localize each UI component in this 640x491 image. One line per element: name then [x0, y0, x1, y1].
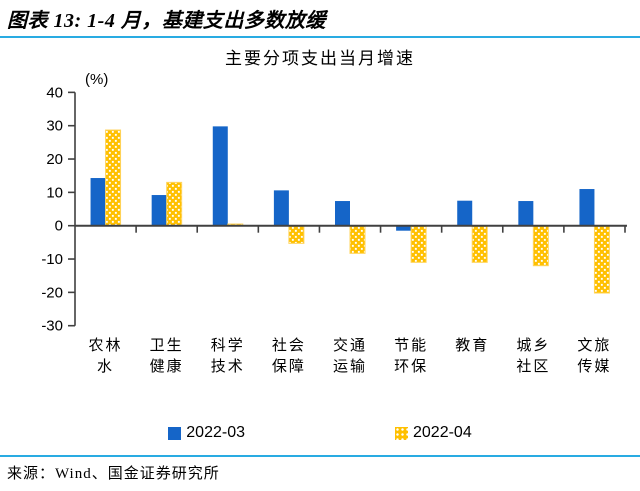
- bar-2022-03-教育: [457, 200, 473, 226]
- bar-2022-04-文旅传媒: [593, 225, 610, 294]
- x-label-科学技术: 科学 技术: [210, 338, 245, 375]
- source-note: 来源：Wind、国金证券研究所: [7, 466, 220, 482]
- legend-item-2022-04: 2022-04: [395, 424, 472, 442]
- y-tick-label: -10: [41, 251, 63, 268]
- bars-layer: [90, 126, 610, 294]
- x-label-城乡社区: 城乡 社区: [516, 338, 551, 375]
- legend-item-2022-03: 2022-03: [168, 424, 245, 442]
- legend-label-2022-03: 2022-03: [186, 424, 245, 441]
- y-axis-unit-label: (%): [85, 71, 109, 88]
- bar-2022-03-文旅传媒: [579, 189, 595, 226]
- bar-2022-04-农林水: [105, 129, 122, 227]
- footer-separator: [0, 455, 640, 457]
- bar-2022-03-交通运输: [335, 201, 350, 226]
- figure-header-title: 图表 13: 1-4 月，基建支出多数放缓: [7, 10, 326, 32]
- bar-2022-04-社会保障: [288, 225, 305, 244]
- chart-title: 主要分项支出当月增速: [225, 49, 415, 68]
- header-separator: [0, 36, 640, 38]
- x-label-教育: 教育: [455, 338, 490, 354]
- bar-2022-03-城乡社区: [518, 201, 534, 226]
- y-tick-label: 20: [46, 151, 63, 168]
- x-axis-labels: 农林水卫生 健康 科学 技术 社会 保障 交通 运输 节能 环保 教育 城乡 社区 文旅 传媒: [0, 336, 640, 382]
- y-tick-label: -20: [41, 284, 63, 301]
- bar-2022-04-教育: [471, 225, 488, 263]
- bar-2022-04-节能环保: [410, 225, 427, 263]
- x-label-文旅传媒: 文旅 传媒: [577, 338, 612, 375]
- chart-legend: 2022-03 2022-04: [0, 424, 640, 442]
- bar-2022-04-交通运输: [349, 225, 366, 254]
- bar-2022-03-社会保障: [273, 190, 289, 226]
- bar-2022-03-科学技术: [212, 126, 228, 226]
- axis-layer: 40 30 20 10 0 -10 -20 -30: [41, 85, 627, 335]
- y-tick-label: 40: [46, 85, 63, 101]
- x-label-交通运输: 交通 运输: [332, 338, 367, 375]
- bar-chart: 40 30 20 10 0 -10 -20 -30: [41, 85, 627, 335]
- legend-swatch-2022-04: [395, 426, 408, 440]
- x-label-社会保障: 社会 保障: [271, 338, 306, 375]
- y-tick-label: 30: [46, 118, 63, 135]
- x-label-卫生健康: 卫生 健康: [149, 338, 184, 375]
- y-tick-label: 10: [46, 184, 63, 201]
- y-tick-label: -30: [41, 318, 63, 335]
- y-tick-label: 0: [55, 218, 63, 235]
- bar-2022-03-卫生健康: [151, 195, 167, 226]
- bar-2022-04-城乡社区: [532, 225, 549, 267]
- legend-swatch-2022-03: [168, 426, 182, 440]
- x-label-节能环保: 节能 环保: [394, 338, 429, 375]
- x-label-农林水: 农林水: [88, 338, 123, 375]
- legend-label-2022-04: 2022-04: [413, 424, 472, 441]
- bar-2022-03-节能环保: [396, 225, 412, 231]
- bar-2022-03-农林水: [90, 178, 106, 226]
- bar-2022-04-卫生健康: [166, 181, 183, 227]
